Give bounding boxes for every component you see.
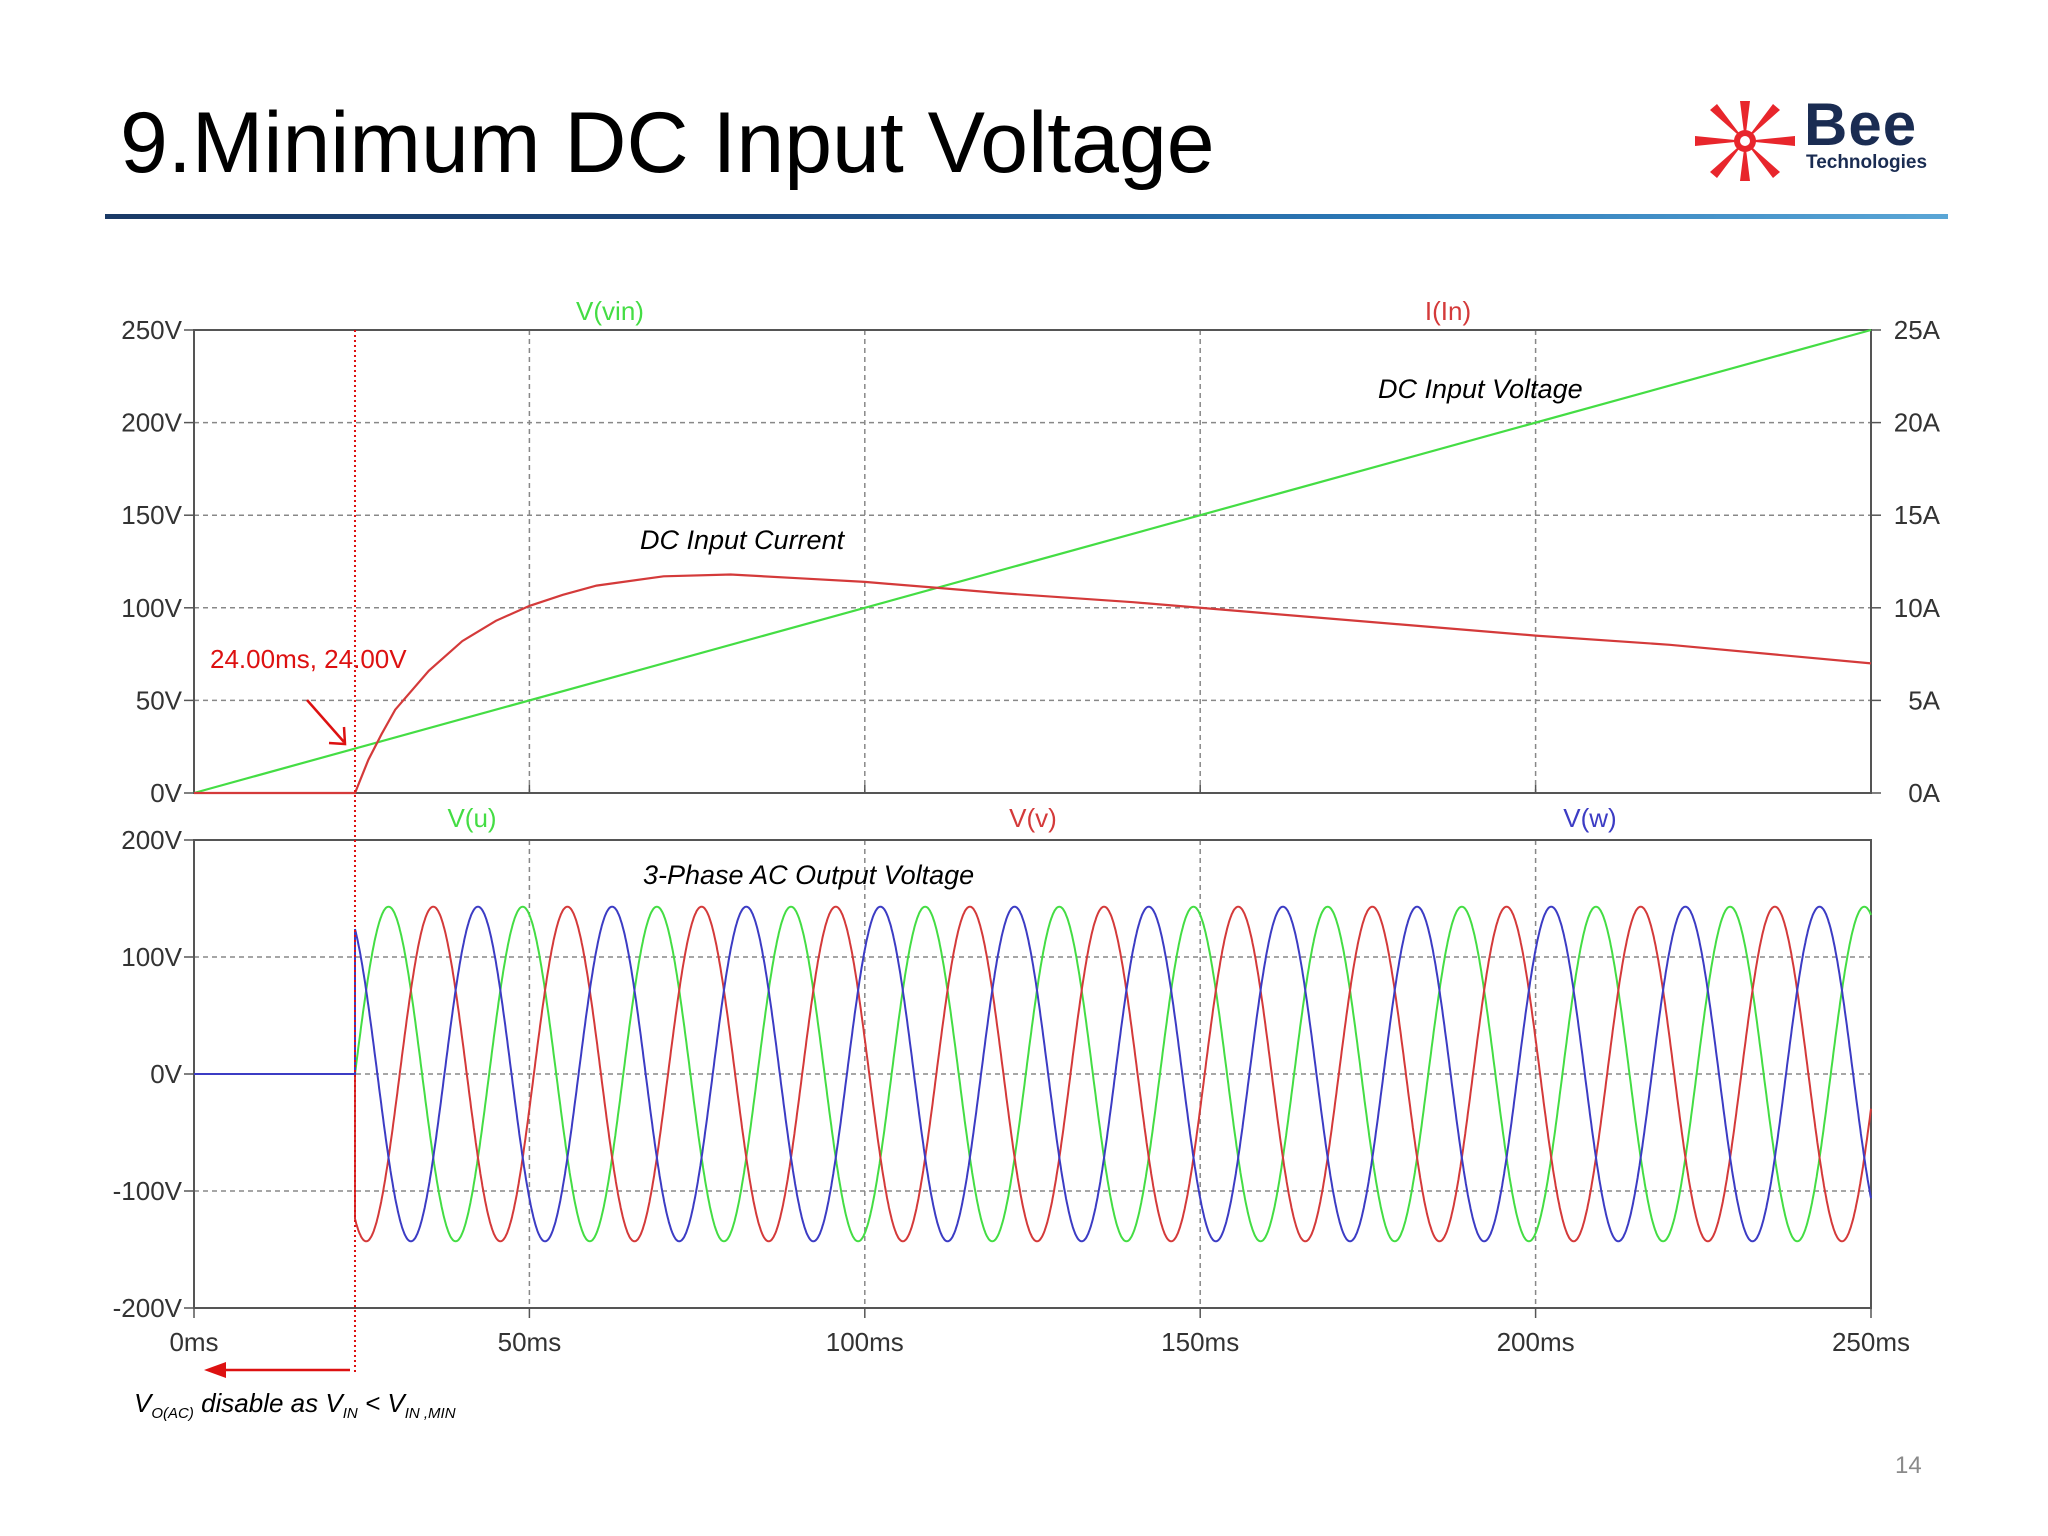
ac-output-label: 3-Phase AC Output Voltage — [643, 860, 974, 890]
y-bottom-tick-label: 200V — [121, 825, 182, 855]
x-tick-label: 0ms — [169, 1327, 218, 1357]
marker-arrow — [306, 699, 347, 746]
y-left-tick-label: 100V — [121, 593, 182, 623]
top-plot-frame — [193, 329, 1872, 794]
logo-subtitle: Technologies — [1806, 152, 1928, 173]
y-left-tick-label: 50V — [136, 685, 183, 715]
x-tick-label: 150ms — [1161, 1327, 1239, 1357]
y-bottom-tick-label: 0V — [150, 1059, 182, 1089]
x-tick-label: 100ms — [826, 1327, 904, 1357]
y-right-tick-label: 5A — [1908, 685, 1940, 715]
y-right-tick-label: 20A — [1894, 408, 1941, 438]
logo-wordmark: Bee — [1804, 91, 1918, 158]
series-line-vv — [194, 905, 1872, 1243]
y-right-tick-label: 10A — [1894, 593, 1941, 623]
legend-iln: I(In) — [1425, 296, 1471, 326]
axis-ticks: 0V 50V 100V 150V 200V 250V 0A 5A 10A 15A 20A 25A -20… — [113, 315, 1941, 1357]
slide-title: 9.Minimum DC Input Voltage — [120, 95, 1215, 191]
y-bottom-tick-label: -200V — [113, 1293, 183, 1323]
company-logo: Bee Technologies — [1690, 91, 1950, 186]
page-number: 14 — [1895, 1452, 1922, 1479]
series-line-iln — [194, 573, 1872, 795]
series-line-vw — [194, 905, 1872, 1243]
marker-value-label: 24.00ms, 24.00V — [210, 644, 407, 674]
y-left-tick-label: 250V — [121, 315, 182, 345]
y-left-tick-label: 0V — [150, 778, 182, 808]
red-star-burst-icon — [1695, 101, 1795, 181]
legend-vv: V(v) — [1009, 803, 1057, 833]
series-line-vin — [193, 328, 1872, 795]
x-tick-label: 200ms — [1497, 1327, 1575, 1357]
y-bottom-tick-label: -100V — [113, 1176, 183, 1206]
disable-arrow — [204, 1362, 350, 1378]
y-bottom-tick-label: 100V — [121, 942, 182, 972]
x-tick-label: 50ms — [498, 1327, 562, 1357]
legend-vw: V(w) — [1563, 803, 1616, 833]
x-tick-label: 250ms — [1832, 1327, 1910, 1357]
y-right-tick-label: 15A — [1894, 500, 1941, 530]
dc-current-label: DC Input Current — [640, 525, 846, 555]
legend-vu: V(u) — [447, 803, 496, 833]
y-left-tick-label: 200V — [121, 408, 182, 438]
y-right-tick-label: 0A — [1908, 778, 1940, 808]
dc-voltage-label: DC Input Voltage — [1378, 374, 1583, 404]
legend-vin: V(vin) — [576, 296, 644, 326]
series-layer — [193, 328, 1872, 1243]
y-right-tick-label: 25A — [1894, 315, 1941, 345]
y-left-tick-label: 150V — [121, 500, 182, 530]
disable-note: VO(AC) disable as VIN < VIN ,MIN — [134, 1388, 456, 1422]
title-underline — [105, 214, 1948, 219]
